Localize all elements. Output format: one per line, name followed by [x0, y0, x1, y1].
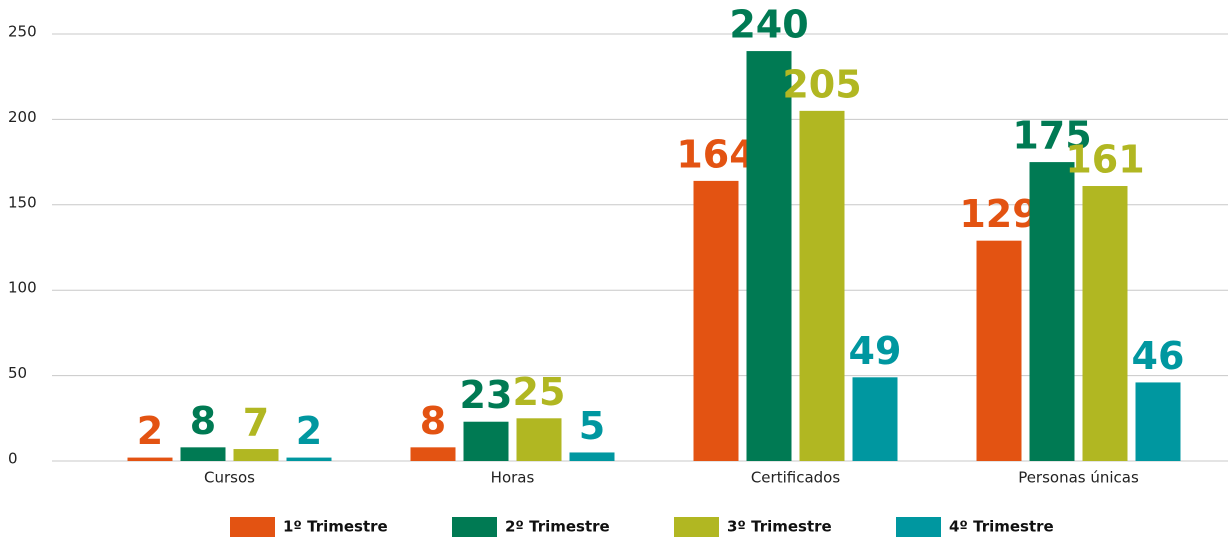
value-label: 8 — [420, 399, 446, 443]
y-tick-label: 0 — [8, 450, 18, 468]
y-tick-label: 150 — [8, 193, 37, 211]
value-label: 2 — [137, 409, 163, 453]
x-tick-label: Cursos — [204, 469, 255, 487]
value-label: 129 — [959, 192, 1038, 236]
legend-swatch — [896, 517, 941, 537]
bar — [746, 51, 792, 461]
value-label: 2 — [296, 409, 322, 453]
value-label: 49 — [849, 329, 902, 373]
value-label: 164 — [676, 132, 755, 176]
bar — [516, 418, 562, 461]
bar — [799, 110, 845, 462]
value-label: 240 — [729, 3, 808, 47]
bar — [286, 457, 332, 461]
y-tick-label: 100 — [8, 279, 37, 297]
bar — [1135, 382, 1181, 461]
bar — [852, 377, 898, 461]
value-label: 25 — [513, 370, 566, 414]
legend-swatch — [452, 517, 497, 537]
bar — [569, 452, 615, 461]
bar — [410, 447, 456, 461]
value-label: 46 — [1132, 334, 1185, 378]
bar — [693, 180, 739, 461]
value-label: 161 — [1065, 138, 1144, 182]
value-label: 7 — [243, 401, 269, 445]
bar — [180, 447, 226, 461]
value-label: 23 — [460, 373, 513, 417]
bar — [233, 449, 279, 461]
value-label: 205 — [782, 62, 861, 106]
value-label: 175 — [1012, 114, 1091, 158]
bar — [1029, 162, 1075, 461]
bar — [463, 421, 509, 461]
y-tick-label: 50 — [8, 364, 27, 382]
legend-label: 3º Trimestre — [727, 518, 832, 536]
x-tick-label: Personas únicas — [1018, 469, 1139, 487]
y-tick-label: 200 — [8, 108, 37, 126]
bar — [976, 240, 1022, 461]
bar — [1082, 186, 1128, 461]
y-tick-label: 250 — [8, 23, 37, 41]
value-label: 5 — [579, 404, 605, 448]
bar — [127, 457, 173, 461]
value-label: 8 — [190, 399, 216, 443]
legend-swatch — [230, 517, 275, 537]
x-tick-label: Certificados — [751, 469, 841, 487]
legend-label: 4º Trimestre — [949, 518, 1054, 536]
x-tick-label: Horas — [491, 469, 535, 487]
legend-label: 1º Trimestre — [283, 518, 388, 536]
legend-label: 2º Trimestre — [505, 518, 610, 536]
legend-swatch — [674, 517, 719, 537]
